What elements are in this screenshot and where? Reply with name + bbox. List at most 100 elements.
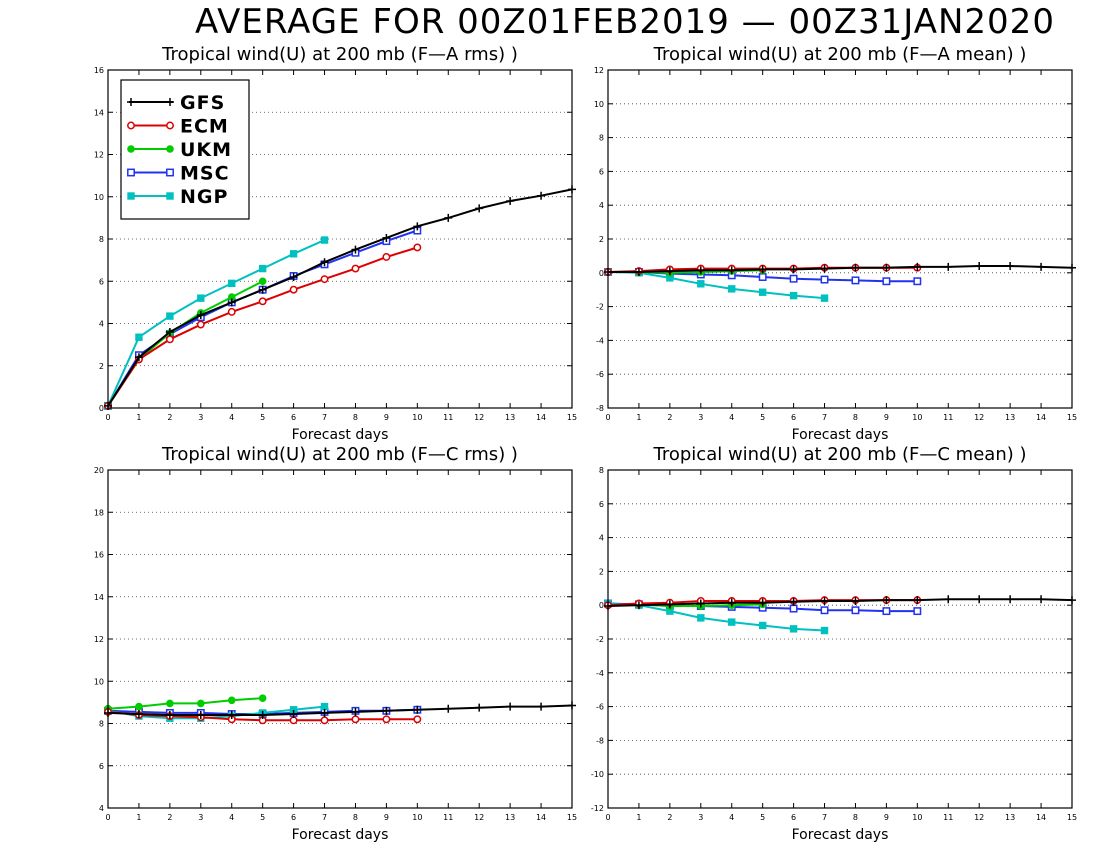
data-point-gfs	[196, 311, 205, 320]
data-point-gfs	[634, 601, 643, 610]
data-point-ecm	[165, 335, 174, 344]
series-line-ngp	[107, 239, 325, 407]
x-tick-label: 1	[636, 413, 641, 422]
x-tick-label: 15	[567, 813, 577, 822]
plot-frame	[107, 469, 573, 809]
data-point-msc	[851, 276, 860, 285]
y-tick-label: 0	[599, 269, 604, 278]
data-point-msc	[758, 273, 767, 281]
y-tick-label: -4	[596, 336, 604, 345]
x-tick-label: 2	[167, 813, 172, 822]
data-point-ukm	[135, 702, 143, 711]
data-point-ecm	[289, 285, 298, 294]
data-point-gfs	[1006, 262, 1015, 271]
series-line-gfs	[607, 598, 1073, 607]
x-tick-label: 14	[1036, 413, 1046, 422]
y-tick-label: -8	[596, 404, 604, 413]
x-tick-label: 10	[912, 813, 922, 822]
data-point-msc	[913, 607, 922, 616]
y-tick-label: -2	[596, 635, 604, 644]
legend-item-gfs: GFS	[127, 92, 224, 114]
x-tick-label: 10	[912, 413, 922, 422]
x-tick-label: 3	[698, 813, 703, 822]
y-tick-label: 8	[599, 134, 604, 143]
x-tick-label: 5	[760, 813, 765, 822]
y-tick-label: 14	[94, 593, 104, 602]
y-tick-label: 18	[94, 508, 104, 517]
x-tick-label: 12	[474, 413, 484, 422]
x-tick-label: 8	[853, 813, 858, 822]
series-line-gfs	[107, 188, 573, 407]
chart-panel-2: Tropical wind(U) at 200 mb (F—A mean) ) -…	[594, 44, 1077, 443]
data-point-gfs	[944, 595, 953, 604]
plot-frame	[607, 469, 1073, 809]
data-point-gfs	[851, 263, 860, 272]
x-axis-label: Forecast days	[792, 827, 889, 843]
data-point-gfs	[227, 711, 236, 720]
data-point-gfs	[289, 273, 298, 282]
data-point-gfs	[537, 191, 546, 200]
y-tick-label: -6	[596, 370, 604, 379]
y-tick-label: -8	[596, 736, 604, 745]
data-point-ecm	[351, 715, 360, 724]
x-tick-label: 11	[443, 813, 453, 822]
data-point-gfs	[475, 703, 484, 712]
x-tick-label: 15	[567, 413, 577, 422]
x-tick-label: 9	[884, 813, 889, 822]
chart-title: Tropical wind(U) at 200 mb (F—A mean) )	[653, 44, 1027, 65]
x-tick-label: 0	[605, 813, 610, 822]
x-tick-label: 4	[729, 813, 734, 822]
y-tick-label: -4	[596, 669, 604, 678]
legend-marker	[166, 192, 174, 200]
data-point-ukm	[227, 696, 236, 705]
chart-panel-3: Tropical wind(U) at 200 mb (F—C rms) ) 4 6…	[94, 444, 577, 843]
y-tick-label: -10	[591, 770, 604, 779]
x-tick-label: 11	[943, 813, 953, 822]
y-tick-label: 20	[94, 466, 104, 475]
x-tick-label: 5	[260, 813, 265, 822]
data-point-ngp	[697, 614, 705, 622]
data-point-msc	[820, 606, 829, 615]
y-tick-label: -12	[591, 804, 604, 813]
data-point-gfs	[820, 596, 829, 605]
data-point-msc	[913, 277, 922, 286]
data-point-gfs	[351, 245, 360, 254]
x-tick-label: 10	[412, 413, 422, 422]
data-point-gfs	[1037, 595, 1046, 604]
data-point-gfs	[413, 705, 422, 714]
data-point-gfs	[1037, 262, 1046, 271]
x-tick-label: 12	[974, 413, 984, 422]
data-point-ngp	[258, 264, 267, 273]
data-point-msc	[851, 606, 860, 615]
data-point-gfs	[634, 267, 643, 276]
y-tick-label: 4	[99, 804, 104, 813]
data-point-gfs	[537, 702, 546, 711]
x-tick-label: 14	[536, 413, 546, 422]
legend-item-ecm: ECM	[127, 116, 228, 138]
x-tick-label: 13	[1005, 813, 1015, 822]
data-point-gfs	[351, 707, 360, 716]
y-tick-label: 8	[99, 235, 104, 244]
legend-label: MSC	[180, 163, 230, 185]
legend-marker	[166, 168, 174, 177]
y-tick-label: 10	[94, 677, 104, 686]
x-tick-label: 13	[1005, 413, 1015, 422]
y-tick-label: 4	[599, 534, 604, 543]
x-tick-label: 3	[198, 813, 203, 822]
data-point-gfs	[196, 711, 205, 720]
data-point-msc	[882, 277, 891, 286]
data-point-gfs	[444, 704, 453, 713]
data-point-ngp	[166, 312, 174, 320]
y-tick-label: -6	[596, 703, 604, 712]
data-point-ecm	[227, 307, 236, 316]
x-tick-label: 7	[322, 413, 327, 422]
x-tick-label: 7	[822, 813, 827, 822]
x-tick-label: 4	[729, 413, 734, 422]
data-point-ecm	[351, 264, 360, 273]
data-point-gfs	[320, 708, 329, 717]
y-tick-label: 8	[599, 466, 604, 475]
y-tick-label: 14	[94, 108, 104, 117]
y-tick-label: 6	[99, 277, 104, 286]
series-line-msc	[107, 229, 418, 407]
data-point-ngp	[789, 625, 798, 633]
